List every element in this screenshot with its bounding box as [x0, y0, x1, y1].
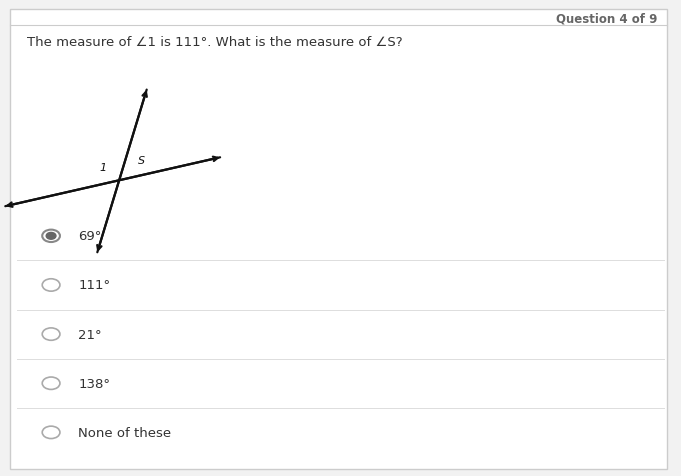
Text: S: S — [138, 156, 145, 166]
Text: 69°: 69° — [78, 230, 101, 243]
Text: The measure of ∠1 is 111°. What is the measure of ∠S?: The measure of ∠1 is 111°. What is the m… — [27, 36, 403, 49]
Text: None of these: None of these — [78, 426, 172, 439]
Text: 1: 1 — [100, 162, 107, 172]
Text: 21°: 21° — [78, 328, 102, 341]
Text: 138°: 138° — [78, 377, 110, 390]
Circle shape — [46, 233, 56, 240]
Text: Question 4 of 9: Question 4 of 9 — [556, 12, 657, 25]
Circle shape — [42, 230, 60, 243]
Text: 111°: 111° — [78, 279, 110, 292]
FancyBboxPatch shape — [10, 10, 667, 469]
